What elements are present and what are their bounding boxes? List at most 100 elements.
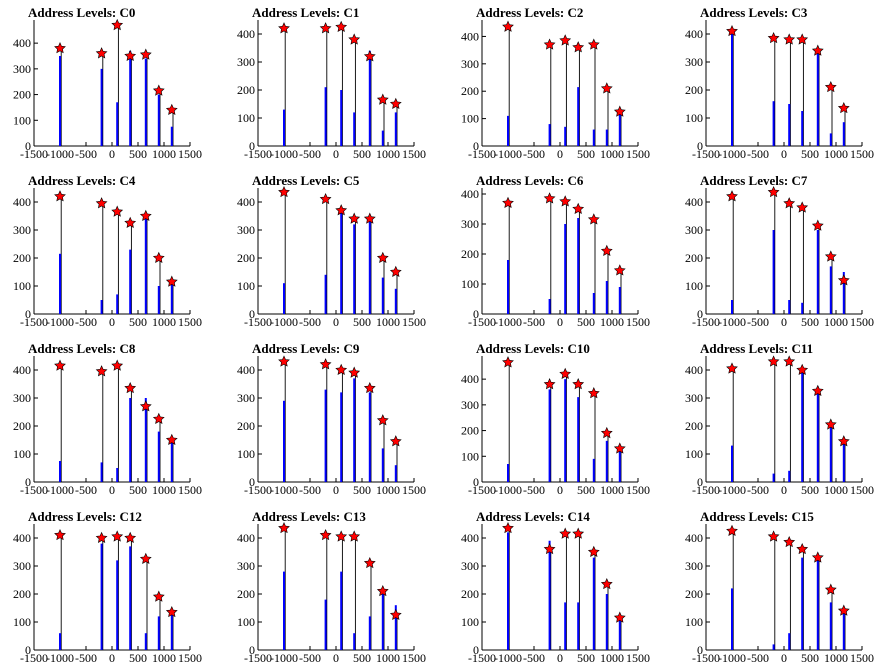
chart-title: Address Levels: C3 bbox=[700, 5, 808, 20]
x-tick-label: 1500 bbox=[850, 651, 874, 665]
x-tick-label: 1500 bbox=[626, 315, 650, 329]
peak-star-marker bbox=[587, 213, 600, 225]
chart-svg: 0 100 200 300 400 -1500-1000 -500 0 500 1000 1500 bbox=[237, 185, 426, 329]
y-tick-label: 100 bbox=[237, 615, 255, 629]
x-tick-label: 1000 bbox=[152, 147, 176, 161]
x-tick-label: 0 bbox=[109, 315, 115, 329]
peak-star-marker bbox=[124, 381, 137, 394]
x-tick-label: 0 bbox=[557, 651, 563, 665]
y-tick-label: 300 bbox=[685, 391, 703, 405]
chart-svg: 0 100 200 300 400 -1500-1000 -500 0 500 1000 1500 bbox=[461, 187, 650, 329]
y-tick-label: 0 bbox=[25, 307, 31, 321]
x-tick-label: -1500 bbox=[20, 483, 48, 497]
chart-panel: 0 100 200 300 400 -1500 -1000 -500 0 500 1000 1500 A… bbox=[672, 0, 896, 168]
y-tick-label: 400 bbox=[685, 27, 703, 41]
x-tick-label: -500 bbox=[299, 315, 321, 329]
y-tick-label: 300 bbox=[685, 55, 703, 69]
x-tick-label: -1000 bbox=[46, 147, 74, 161]
x-tick-label: 1500 bbox=[178, 315, 202, 329]
x-tick-label: 0 bbox=[333, 147, 339, 161]
x-tick-label: 500 bbox=[353, 147, 371, 161]
x-tick-label: -500 bbox=[747, 315, 769, 329]
x-tick-label: -500 bbox=[299, 651, 321, 665]
peak-star-marker bbox=[389, 97, 402, 109]
chart-title: Address Levels: C5 bbox=[252, 173, 360, 188]
x-tick-label: 1500 bbox=[850, 315, 874, 329]
x-tick-label: -500 bbox=[523, 651, 545, 665]
chart-svg: 0 100 200 300 400 -1500-1000 -500 0 500 1000 1500 bbox=[685, 185, 874, 329]
x-tick-label: 0 bbox=[557, 315, 563, 329]
chart-panel: 0 100 200 300 400 -1500 -1000 -500 0 500 1000 1500 A… bbox=[448, 336, 672, 504]
peak-star-marker bbox=[165, 275, 178, 287]
peak-star-marker bbox=[376, 584, 389, 597]
y-tick-label: 100 bbox=[461, 112, 479, 126]
peak-star-marker bbox=[559, 527, 572, 539]
y-tick-label: 300 bbox=[237, 559, 255, 573]
y-tick-label: 200 bbox=[461, 247, 479, 261]
x-tick-label: -500 bbox=[299, 147, 321, 161]
x-tick-label: 1000 bbox=[152, 315, 176, 329]
peak-star-marker bbox=[613, 442, 626, 454]
peak-star-marker bbox=[587, 387, 600, 399]
x-tick-label: 1500 bbox=[402, 147, 426, 161]
x-tick-label: 0 bbox=[781, 483, 787, 497]
y-tick-label: 0 bbox=[697, 643, 703, 657]
y-tick-label: 0 bbox=[249, 139, 255, 153]
peak-star-marker bbox=[543, 378, 556, 390]
peak-star-marker bbox=[139, 552, 152, 564]
x-tick-label: 1000 bbox=[824, 147, 848, 161]
chart-svg: 0 100 200 300 400 -1500-1000 -500 0 500 1000 1500 bbox=[237, 521, 426, 665]
x-tick-label: -500 bbox=[75, 483, 97, 497]
y-tick-label: 200 bbox=[13, 251, 31, 265]
x-tick-label: -1500 bbox=[692, 315, 720, 329]
peak-star-marker bbox=[824, 418, 837, 430]
peak-star-marker bbox=[319, 358, 332, 370]
peak-star-marker bbox=[376, 414, 389, 426]
x-tick-label: -1500 bbox=[20, 315, 48, 329]
y-tick-label: 100 bbox=[685, 447, 703, 461]
chart-title: Address Levels: C13 bbox=[252, 509, 366, 524]
x-tick-label: 1000 bbox=[824, 483, 848, 497]
y-tick-label: 200 bbox=[13, 587, 31, 601]
peak-star-marker bbox=[837, 435, 850, 447]
x-tick-label: -1000 bbox=[270, 315, 298, 329]
x-tick-label: -1000 bbox=[494, 147, 522, 161]
chart-panel: 0 100 200 300 400 -1500 -1000 -500 0 500 1000 1500 A… bbox=[448, 168, 672, 336]
x-tick-label: 500 bbox=[801, 483, 819, 497]
peak-star-marker bbox=[363, 50, 376, 62]
x-tick-label: 1000 bbox=[824, 315, 848, 329]
peak-star-marker bbox=[319, 22, 332, 34]
peak-star-marker bbox=[348, 530, 361, 542]
peak-star-marker bbox=[54, 528, 66, 541]
chart-svg: 0 100 200 300 400 -1500-1000 -500 0 500 1000 1500 bbox=[237, 20, 426, 161]
x-tick-label: 500 bbox=[801, 651, 819, 665]
y-tick-label: 300 bbox=[685, 223, 703, 237]
peak-star-marker bbox=[543, 192, 556, 204]
x-tick-label: -1500 bbox=[20, 651, 48, 665]
peak-star-marker bbox=[278, 185, 290, 198]
y-tick-label: 300 bbox=[13, 391, 31, 405]
x-tick-label: 1000 bbox=[824, 651, 848, 665]
peak-star-marker bbox=[600, 577, 613, 590]
x-tick-label: -1500 bbox=[468, 651, 496, 665]
peak-star-marker bbox=[348, 33, 361, 45]
x-tick-label: 1500 bbox=[850, 483, 874, 497]
y-tick-label: 100 bbox=[13, 279, 31, 293]
x-tick-label: -500 bbox=[523, 483, 545, 497]
x-tick-label: 0 bbox=[109, 483, 115, 497]
y-tick-label: 0 bbox=[473, 307, 479, 321]
chart-title: Address Levels: C7 bbox=[700, 173, 808, 188]
y-tick-label: 0 bbox=[473, 475, 479, 489]
peak-star-marker bbox=[319, 192, 332, 205]
peak-star-marker bbox=[363, 381, 376, 394]
y-tick-label: 400 bbox=[13, 36, 31, 50]
y-tick-label: 300 bbox=[237, 55, 255, 69]
peak-star-marker bbox=[559, 34, 572, 46]
x-tick-label: 1000 bbox=[376, 315, 400, 329]
peak-star-marker bbox=[572, 41, 585, 53]
peak-star-marker bbox=[572, 527, 585, 539]
y-tick-label: 0 bbox=[473, 139, 479, 153]
y-tick-label: 400 bbox=[685, 531, 703, 545]
peak-star-marker bbox=[543, 542, 556, 555]
y-tick-label: 200 bbox=[237, 587, 255, 601]
